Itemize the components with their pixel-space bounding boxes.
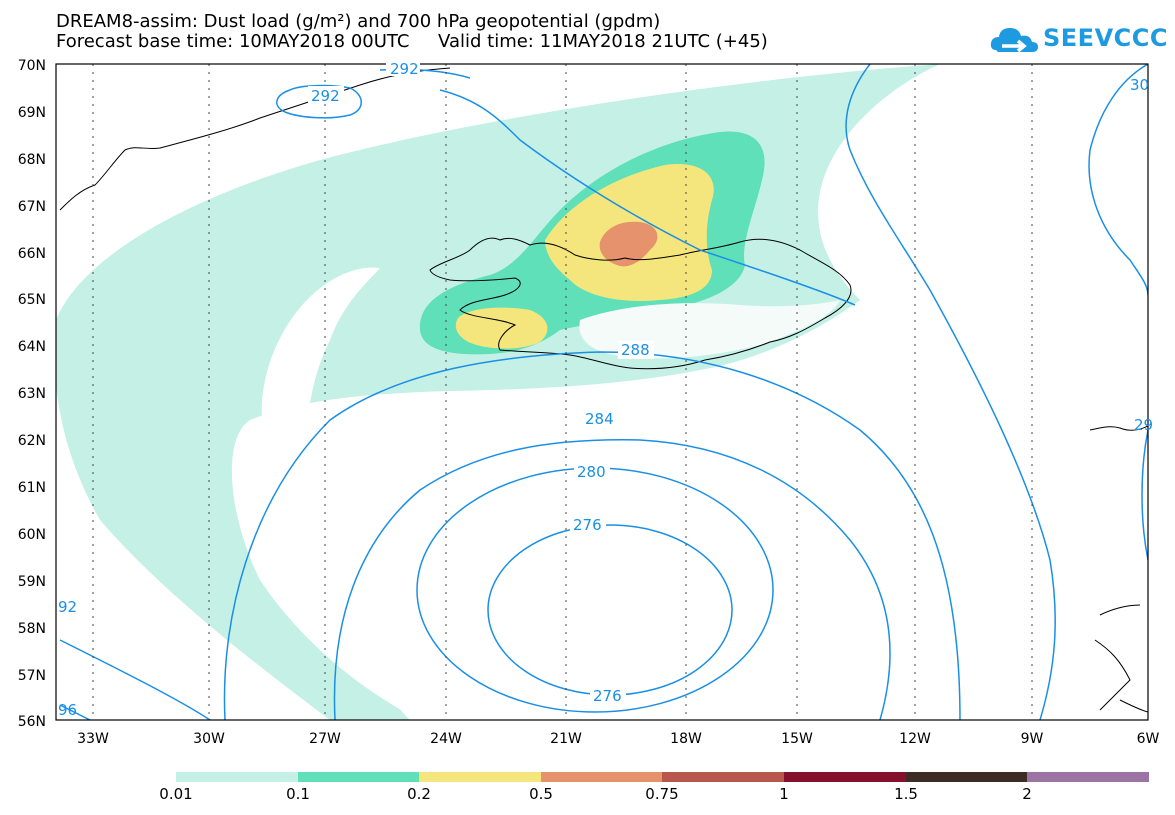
lon-label: 15W [781,731,813,747]
colorbar-label: 1 [779,785,789,803]
lon-label: 33W [77,731,109,747]
logo-text: SEEVCCC [1043,24,1168,52]
colorbar-swatch [1027,772,1149,782]
lon-label: 27W [309,731,341,747]
lon-label: 18W [670,731,702,747]
contour-label: 96 [58,701,77,719]
lat-label: 61N [18,480,46,496]
colorbar-label: 0.1 [286,785,310,803]
colorbar-swatch [419,772,541,782]
lat-label: 59N [18,574,46,590]
contour-label: 276 [573,516,602,534]
contour-label: 292 [390,60,419,78]
seevccc-logo: SEEVCCC [988,20,1168,60]
contour-label: 30 [1130,76,1149,94]
lon-label: 9W [1021,731,1044,747]
dust-band-0p01 [56,64,1148,720]
colorbar-label: 0.5 [529,785,553,803]
base-time-label: Forecast base time: 10MAY2018 00UTC [56,31,410,52]
contour-labels: 292 292 288 284 280 276 276 92 96 30 29 [58,60,1153,719]
contour-label: 276 [593,687,622,705]
contour-label: 292 [311,87,340,105]
colorbar-label: 2 [1022,785,1032,803]
lat-label: 68N [18,152,46,168]
map-title: DREAM8-assim: Dust load (g/m²) and 700 h… [56,11,661,32]
graticule [92,64,1033,720]
map-frame [55,63,1149,721]
lat-label: 62N [18,433,46,449]
contour-label: 92 [58,598,77,616]
lat-label: 64N [18,339,46,355]
colorbar-swatch [298,772,419,782]
cloud-logo-icon [990,28,1038,53]
contour-label: 284 [585,410,614,428]
contour-label: 280 [577,463,606,481]
lat-label: 65N [18,292,46,308]
map-subtitle: Forecast base time: 10MAY2018 00UTC Vali… [56,32,768,52]
colorbar [176,772,1149,782]
lon-label: 24W [430,731,462,747]
lat-label: 67N [18,199,46,215]
lat-label: 63N [18,386,46,402]
latitude-axis: 70N 69N 68N 67N 66N 65N 64N 63N 62N 61N … [18,58,46,730]
contour-label: 29 [1134,416,1153,434]
geopotential-contours [59,64,1148,720]
colorbar-label: 0.75 [645,785,679,803]
lon-label: 12W [899,731,931,747]
valid-time-label: Valid time: 11MAY2018 21UTC (+45) [438,31,768,52]
colorbar-swatch [176,772,298,782]
lat-label: 58N [18,621,46,637]
colorbar-swatch [541,772,662,782]
lat-label: 57N [18,668,46,684]
contour-label: 288 [621,341,650,359]
colorbar-swatch [662,772,784,782]
lat-label: 60N [18,527,46,543]
coastlines [59,67,1148,713]
colorbar-swatch [784,772,906,782]
colorbar-swatch [906,772,1027,782]
lat-label: 56N [18,714,46,730]
lon-label: 21W [550,731,582,747]
longitude-axis: 33W 30W 27W 24W 21W 18W 15W 12W 9W 6W [77,731,1159,747]
colorbar-label: 0.2 [407,785,431,803]
lat-label: 69N [18,105,46,121]
colorbar-label: 0.01 [159,785,193,803]
lon-label: 30W [193,731,225,747]
dust-band-0p5 [599,221,658,267]
colorbar-label: 1.5 [894,785,918,803]
lat-label: 66N [18,246,46,262]
lon-label: 6W [1137,731,1160,747]
lat-label: 70N [18,58,46,74]
